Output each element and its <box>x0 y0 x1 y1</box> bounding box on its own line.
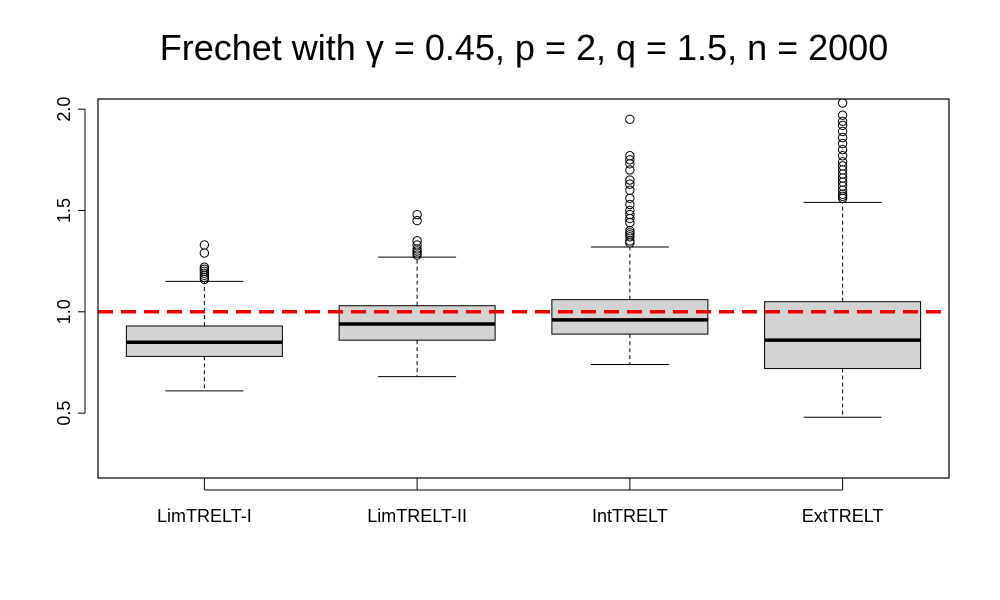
outlier-point <box>412 236 422 246</box>
outlier-point <box>837 138 848 149</box>
outlier-point <box>837 98 848 108</box>
outlier-point <box>412 215 422 226</box>
x-tick-label: ExtTRELT <box>802 506 884 526</box>
chart-title: Frechet with γ = 0.45, p = 2, q = 1.5, n… <box>160 27 888 68</box>
outlier-point <box>837 110 848 120</box>
outlier-point <box>837 126 848 137</box>
plot-border <box>97 98 950 479</box>
outlier-point <box>625 151 635 161</box>
outlier-point <box>837 144 848 155</box>
outlier-point <box>625 205 635 216</box>
outlier-point <box>625 185 635 195</box>
outlier-point <box>412 240 422 250</box>
x-tick-label: LimTRELT-I <box>157 506 252 526</box>
outlier-point <box>625 114 635 124</box>
outlier-point <box>625 193 635 204</box>
x-tick-label: IntTRELT <box>592 506 668 526</box>
x-tick-label: LimTRELT-II <box>367 506 467 526</box>
y-tick-label: 0.5 <box>54 401 74 426</box>
outlier-point <box>625 199 635 210</box>
outlier-point <box>625 209 635 220</box>
y-tick-label: 1.5 <box>54 198 74 223</box>
box <box>551 299 709 335</box>
outlier-point <box>199 248 210 258</box>
outlier-point <box>837 161 848 171</box>
outlier-point <box>625 179 635 189</box>
outlier-point <box>625 175 635 185</box>
outlier-point <box>625 155 635 165</box>
plot-area: 0.5 1.0 1.5 2.0 LimTRELT-I LimTRELT-II IntTREL… <box>54 97 950 526</box>
outlier-point <box>837 132 848 143</box>
outlier-point <box>837 151 848 161</box>
y-tick-label: 1.0 <box>54 299 74 324</box>
y-tick-label: 2.0 <box>54 97 74 122</box>
outlier-point <box>412 209 422 220</box>
outlier-point <box>837 157 848 167</box>
outlier-point <box>199 240 210 250</box>
outlier-point <box>625 165 635 175</box>
outlier-point <box>199 262 210 272</box>
outlier-point <box>837 116 848 126</box>
outlier-point <box>837 120 848 131</box>
